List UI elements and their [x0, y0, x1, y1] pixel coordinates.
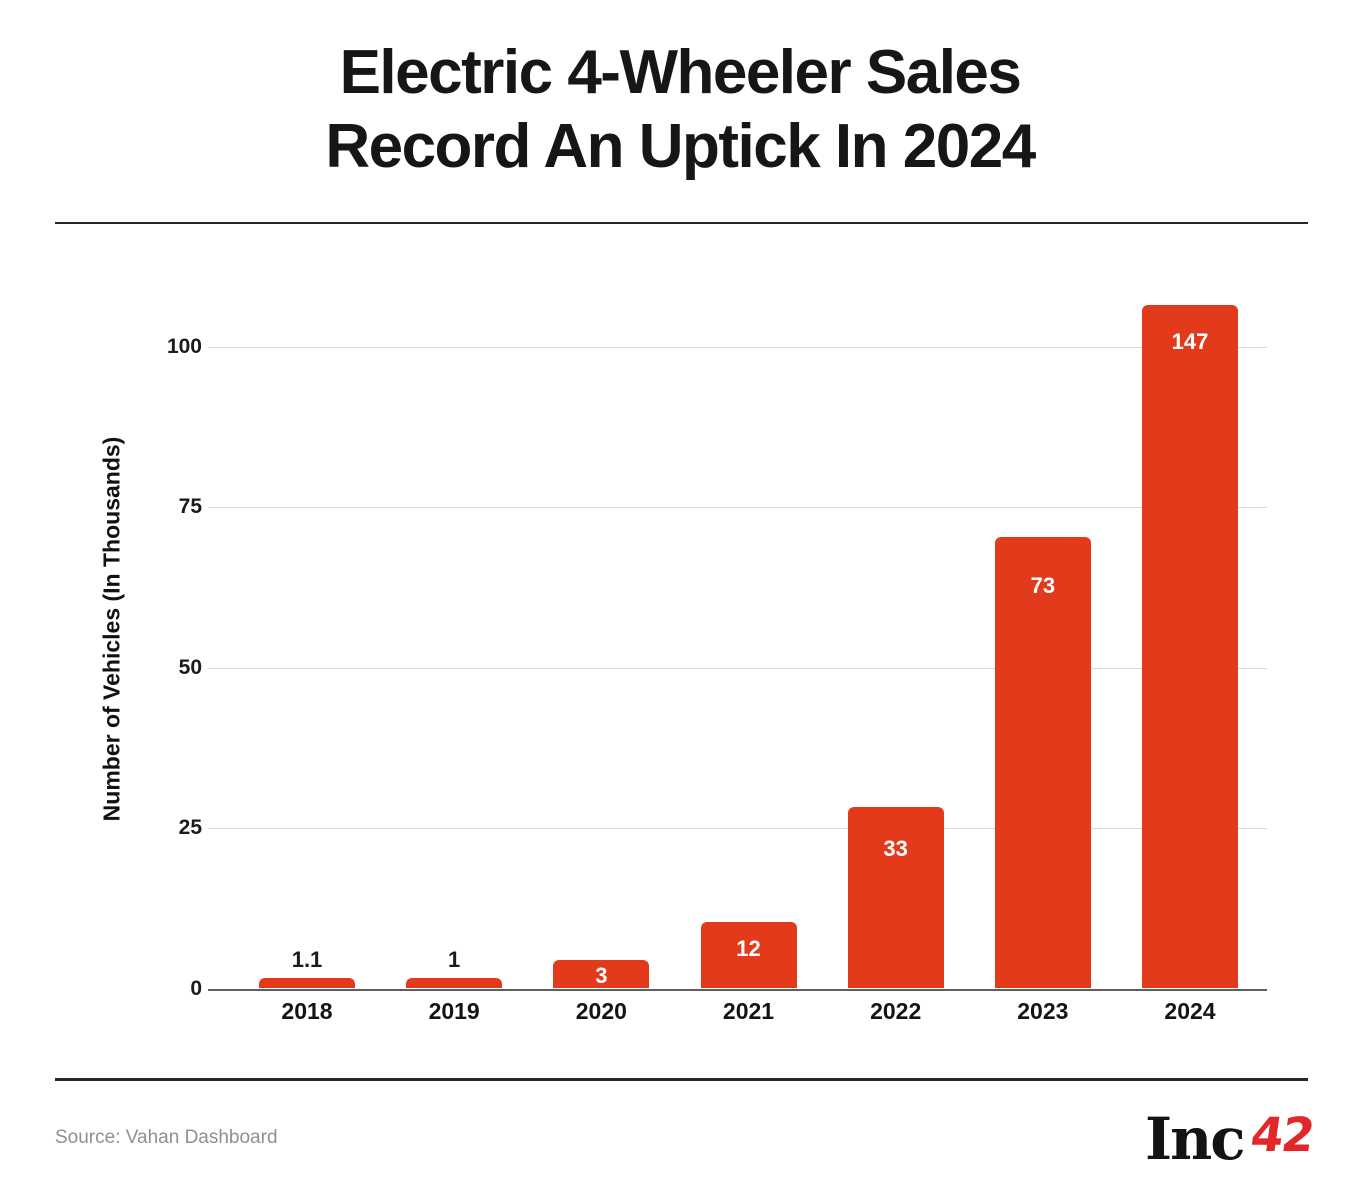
gridline-100 — [208, 346, 1267, 348]
chart-title: Electric 4-Wheeler Sales Record An Uptic… — [0, 36, 1360, 184]
x-axis-line — [208, 988, 1267, 991]
chart-title-line-1: Electric 4-Wheeler Sales — [339, 38, 1022, 107]
top-divider — [55, 222, 1308, 224]
bar-2024 — [1142, 304, 1239, 989]
bar-2019 — [406, 977, 503, 989]
x-label-2020: 2020 — [575, 998, 627, 1024]
x-label-2024: 2024 — [1164, 998, 1216, 1024]
bar-2018 — [259, 977, 355, 989]
y-tick-0: 0 — [190, 976, 202, 1000]
bar-2021 — [700, 921, 797, 989]
bar-value-2024: 147 — [1171, 328, 1209, 354]
bar-value-2018: 1.1 — [291, 946, 323, 972]
source-attribution: Source: Vahan Dashboard — [55, 1127, 278, 1148]
bar-value-2020: 3 — [595, 962, 608, 988]
gridline-75 — [208, 507, 1267, 508]
gridline-50 — [208, 667, 1267, 669]
inc42-logo-inc: Inc — [1144, 1105, 1246, 1173]
bar-2020 — [553, 959, 650, 989]
bar-value-2023: 73 — [1030, 573, 1056, 599]
y-tick-50: 50 — [178, 655, 202, 679]
bar-value-2021: 12 — [736, 935, 761, 961]
inc42-logo-42: 42 — [1246, 1108, 1316, 1163]
bar-value-2019: 1 — [448, 946, 461, 972]
y-tick-75: 75 — [178, 495, 202, 518]
y-tick-100: 100 — [166, 334, 202, 358]
x-label-2018: 2018 — [281, 998, 333, 1024]
bar-2022 — [847, 807, 944, 989]
bottom-divider — [55, 1078, 1308, 1081]
chart-title-line-2: Record An Uptick In 2024 — [325, 112, 1036, 181]
bar-2023 — [994, 537, 1091, 989]
bar-value-2022: 33 — [883, 836, 908, 862]
x-label-2022: 2022 — [870, 998, 922, 1024]
y-tick-25: 25 — [178, 816, 202, 839]
inc42-logo: Inc 42 — [1144, 1105, 1316, 1173]
x-label-2021: 2021 — [722, 998, 775, 1024]
gridline-25 — [208, 828, 1267, 829]
x-label-2019: 2019 — [428, 998, 480, 1024]
x-label-2023: 2023 — [1017, 998, 1069, 1024]
